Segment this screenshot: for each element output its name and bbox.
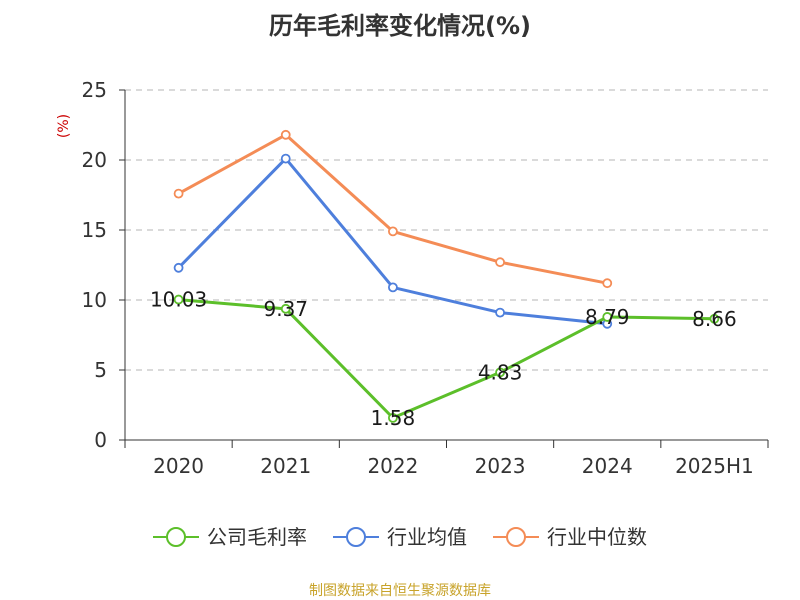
series-line <box>177 133 609 285</box>
y-tick-label: 15 <box>82 218 107 242</box>
series-group <box>173 129 613 289</box>
data-point <box>388 412 398 423</box>
data-label: 8.79 <box>585 305 630 329</box>
series-line <box>177 298 716 420</box>
x-tick-label: 2025H1 <box>675 454 754 478</box>
data-point <box>388 282 398 293</box>
x-tick-label: 2023 <box>475 454 526 478</box>
series-line <box>177 157 609 326</box>
legend-marker <box>166 527 186 547</box>
data-point <box>495 257 505 268</box>
legend: 公司毛利率 行业均值 行业中位数 <box>153 525 647 549</box>
data-label: 1.58 <box>371 406 416 430</box>
x-tick-label: 2020 <box>153 454 204 478</box>
legend-label: 公司毛利率 <box>207 525 307 549</box>
gridlines <box>125 89 768 371</box>
y-tick-label: 20 <box>82 148 107 172</box>
legend-marker <box>346 527 366 547</box>
data-point <box>280 129 291 140</box>
y-axis-label: (%) <box>56 114 72 138</box>
series-group <box>173 153 613 329</box>
legend-item: 行业均值 <box>333 525 467 549</box>
legend-label: 行业中位数 <box>547 525 647 549</box>
legend-item: 公司毛利率 <box>153 525 307 549</box>
data-point <box>173 188 184 199</box>
chart-title: 历年毛利率变化情况(%) <box>269 12 531 40</box>
data-label: 4.83 <box>478 360 523 384</box>
data-label: 8.66 <box>692 307 737 331</box>
data-point <box>173 294 184 305</box>
legend-label: 行业均值 <box>387 525 467 549</box>
data-point <box>173 262 184 273</box>
data-point <box>602 278 613 289</box>
legend-item: 行业中位数 <box>493 525 647 549</box>
series-lines <box>173 129 720 423</box>
data-label: 9.37 <box>263 297 308 321</box>
data-point <box>709 313 720 324</box>
series-group <box>173 294 720 423</box>
data-label: 10.03 <box>150 288 207 312</box>
data-point <box>495 307 505 318</box>
legend-marker <box>506 527 526 547</box>
data-point <box>280 153 291 164</box>
data-point <box>280 303 291 314</box>
x-tick-label: 2022 <box>367 454 418 478</box>
source-note: 制图数据来自恒生聚源数据库 <box>309 583 491 599</box>
data-point <box>388 226 398 237</box>
y-tick-label: 0 <box>94 428 107 452</box>
x-tick-label: 2024 <box>582 454 633 478</box>
y-tick-label: 5 <box>94 358 107 382</box>
data-point <box>495 367 505 378</box>
data-point <box>602 312 613 322</box>
y-tick-label: 10 <box>82 288 107 312</box>
y-tick-label: 25 <box>82 78 107 102</box>
axes: 0 5 10 15 20 25 2020 2021 2022 2023 2024 2025H1 <box>82 78 769 478</box>
data-labels: 10.03 9.37 1.58 4.83 8.79 8.66 <box>150 288 737 430</box>
x-tick-label: 2021 <box>260 454 311 478</box>
